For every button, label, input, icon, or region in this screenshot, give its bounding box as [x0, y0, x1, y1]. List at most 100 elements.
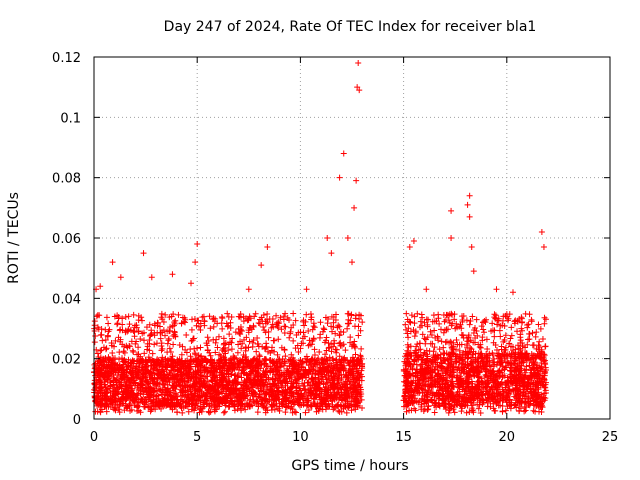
data-point: [225, 347, 232, 354]
data-point: [282, 310, 289, 317]
data-point: [411, 333, 418, 340]
data-point: [281, 323, 288, 330]
data-point: [254, 335, 261, 342]
data-point: [359, 319, 366, 326]
data-point: [92, 332, 99, 339]
data-point: [431, 409, 438, 416]
data-point: [328, 313, 335, 320]
data-point: [174, 409, 181, 416]
data-point: [256, 320, 263, 327]
data-point: [290, 310, 297, 317]
data-point: [250, 337, 257, 344]
data-point: [325, 345, 332, 352]
data-point: [129, 347, 136, 354]
data-point: [451, 409, 458, 416]
data-point: [121, 349, 128, 356]
data-point: [212, 339, 219, 346]
data-point: [347, 339, 354, 346]
data-point: [158, 347, 165, 354]
data-point: [442, 339, 449, 346]
data-point: [115, 369, 122, 376]
data-point: [541, 314, 548, 321]
data-point: [220, 409, 227, 416]
data-point: [316, 349, 323, 356]
data-point: [517, 334, 524, 341]
data-point: [256, 353, 263, 360]
data-point: [542, 343, 549, 350]
data-point: [138, 317, 145, 324]
data-point: [524, 324, 531, 331]
data-point: [234, 406, 241, 413]
data-point: [220, 335, 227, 342]
data-point: [528, 316, 535, 323]
data-point: [307, 311, 314, 318]
data-point: [445, 317, 452, 324]
data-point: [91, 339, 98, 346]
data-point: [172, 317, 179, 324]
data-point: [114, 312, 121, 319]
data-point: [222, 339, 229, 346]
data-point: [126, 321, 133, 328]
data-point: [159, 345, 166, 352]
data-point: [255, 319, 262, 326]
data-point: [317, 319, 324, 326]
data-point: [122, 314, 129, 321]
data-point: [532, 333, 539, 340]
data-point: [302, 409, 309, 416]
data-point: [408, 312, 415, 319]
data-point: [178, 351, 185, 358]
data-point: [179, 409, 186, 416]
data-point: [183, 332, 190, 339]
data-point: [165, 335, 172, 342]
data-point: [165, 337, 172, 344]
data-point: [328, 348, 335, 355]
data-point: [158, 310, 165, 317]
data-point: [303, 311, 310, 318]
data-point: [336, 331, 343, 338]
data-point: [105, 320, 112, 327]
data-point: [103, 314, 110, 321]
data-point: [347, 317, 354, 324]
data-point: [300, 318, 307, 325]
data-point: [417, 318, 424, 325]
data-point: [355, 323, 362, 330]
data-point: [204, 346, 211, 353]
data-point: [525, 321, 532, 328]
data-point: [253, 348, 260, 355]
data-point: [271, 362, 278, 369]
data-point: [166, 345, 173, 352]
data-point: [99, 337, 106, 344]
data-point: [489, 320, 496, 327]
data-point: [265, 328, 272, 335]
data-point: [344, 310, 351, 317]
data-point: [533, 329, 540, 336]
data-point: [249, 339, 256, 346]
data-point: [411, 313, 418, 320]
data-point: [301, 322, 308, 329]
data-point: [358, 345, 365, 352]
data-point: [256, 352, 263, 359]
data-point: [207, 408, 214, 415]
data-point: [417, 346, 424, 353]
data-point: [357, 327, 364, 334]
data-point: [430, 312, 437, 319]
data-point: [316, 334, 323, 341]
data-point: [322, 351, 329, 358]
data-point: [507, 335, 514, 342]
data-point: [246, 338, 253, 345]
data-point: [151, 341, 158, 348]
data-point: [342, 347, 349, 354]
data-point: [541, 320, 548, 327]
data-point: [282, 323, 289, 330]
data-point: [197, 344, 204, 351]
data-point: [347, 334, 354, 341]
data-point: [260, 324, 267, 331]
data-point: [158, 391, 165, 398]
data-point: [234, 349, 241, 356]
data-point: [114, 321, 121, 328]
data-point: [281, 330, 288, 337]
data-point: [539, 335, 546, 342]
data-point: [405, 334, 412, 341]
data-point: [191, 345, 198, 352]
data-point: [437, 326, 444, 333]
